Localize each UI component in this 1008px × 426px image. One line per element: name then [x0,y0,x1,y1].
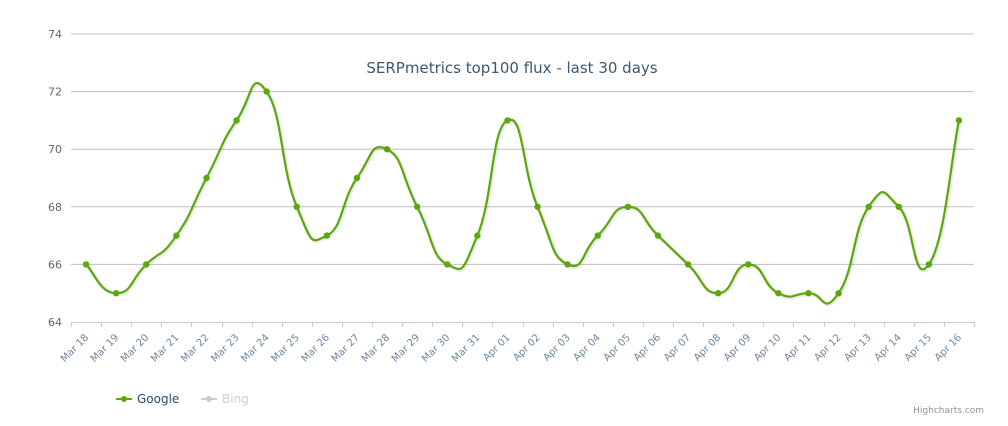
x-tick-label: Mar 24 [239,332,271,364]
data-point-marker[interactable] [594,232,601,239]
data-point-marker[interactable] [143,261,150,268]
x-tick-label: Apr 05 [602,332,633,363]
x-tick-label: Apr 16 [933,332,964,363]
data-point-marker[interactable] [654,232,662,239]
data-point-marker[interactable] [413,203,421,210]
x-tick-label: Apr 04 [572,332,603,363]
y-tick-label: 64 [48,316,62,329]
series-line[interactable] [85,82,961,305]
data-point-marker[interactable] [955,117,963,124]
y-tick-label: 68 [48,201,62,214]
legend-marker-icon [206,396,212,402]
y-tick-label: 70 [48,143,62,156]
data-point-marker[interactable] [233,117,240,124]
x-tick-label: Mar 30 [420,332,452,364]
chart-title: SERPmetrics top100 flux - last 30 days [366,59,657,77]
data-point-marker[interactable] [534,203,541,210]
x-tick-label: Apr 08 [692,332,723,363]
data-point-marker[interactable] [383,146,391,153]
data-point-marker[interactable] [775,290,782,297]
legend-label: Google [137,392,179,406]
x-tick-label: Apr 09 [722,332,753,363]
data-point-marker[interactable] [865,203,872,210]
series-google[interactable] [82,82,963,307]
data-point-marker[interactable] [805,290,812,297]
x-tick-label: Apr 07 [662,332,693,363]
data-point-marker[interactable] [82,261,90,268]
data-point-marker[interactable] [112,290,120,297]
data-point-marker[interactable] [203,174,210,182]
x-tick-label: Apr 06 [632,332,663,363]
x-tick-label: Mar 28 [360,332,392,364]
x-tick-label: Mar 25 [269,332,301,364]
legend-marker-icon [121,396,127,402]
data-point-marker[interactable] [624,203,632,210]
data-point-marker[interactable] [895,203,902,210]
x-tick-label: Mar 26 [300,332,332,364]
x-tick-label: Apr 11 [782,332,813,363]
x-tick-label: Mar 18 [59,332,91,364]
credits-link[interactable]: Highcharts.com [913,406,984,416]
legend-label: Bing [222,392,249,406]
data-point-marker[interactable] [714,290,722,297]
data-point-marker[interactable] [444,261,451,268]
y-tick-label: 66 [48,258,62,271]
y-tick-label: 74 [48,28,62,41]
data-point-marker[interactable] [173,232,180,239]
x-tick-label: Apr 13 [843,332,874,363]
x-tick-label: Mar 22 [179,332,211,364]
data-point-marker[interactable] [925,261,933,268]
x-tick-label: Mar 23 [209,332,241,364]
x-tick-label: Mar 21 [149,332,181,364]
x-tick-label: Mar 20 [119,332,151,364]
y-axis-labels: 64 66 68 70 72 74 [48,28,62,329]
data-point-marker[interactable] [323,232,331,239]
x-tick-label: Apr 14 [873,332,904,363]
x-tick-label: Mar 27 [330,332,362,364]
legend-item-google[interactable]: Google [116,392,179,406]
data-point-marker[interactable] [474,232,481,239]
x-tick-label: Apr 01 [481,332,512,363]
data-point-marker[interactable] [684,261,692,268]
y-tick-label: 72 [48,86,62,99]
series-shadow [85,82,962,307]
x-tick-label: Mar 19 [89,332,121,364]
x-tick-label: Apr 12 [812,332,843,363]
legend: Google Bing [116,392,249,406]
x-tick-label: Apr 03 [542,332,573,363]
data-point-marker[interactable] [835,290,842,297]
x-tick-label: Mar 31 [450,332,482,364]
data-point-marker[interactable] [353,174,361,182]
data-point-marker[interactable] [263,88,270,95]
legend-item-bing[interactable]: Bing [201,392,249,406]
x-tick-label: Apr 10 [752,332,783,363]
data-point-marker[interactable] [745,261,752,268]
data-point-marker[interactable] [293,203,300,210]
x-tick-label: Mar 29 [390,332,422,364]
data-point-marker[interactable] [504,117,511,124]
x-tick-label: Apr 15 [903,332,934,363]
data-point-marker[interactable] [564,261,571,268]
x-tick-label: Apr 02 [511,332,542,363]
